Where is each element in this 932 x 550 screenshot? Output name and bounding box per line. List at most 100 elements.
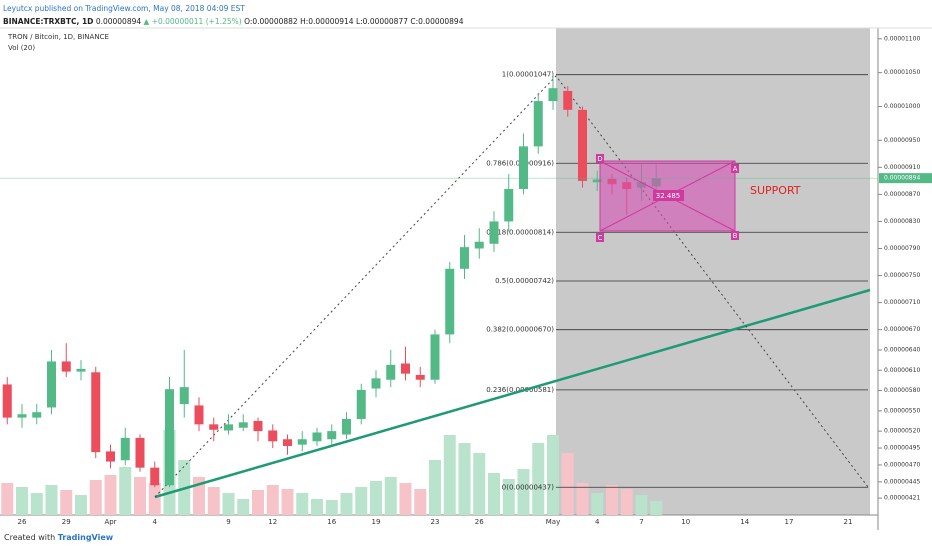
candle-body [356,389,366,419]
volume-label: Vol (20) [8,44,35,52]
y-tick-label: 0.00000750 [884,272,920,279]
x-tick-label: 26 [475,518,484,526]
volume-bar [119,467,132,515]
volume-bar [370,481,382,515]
candle-body [194,405,204,425]
candle-body [519,146,528,189]
candle-body [504,188,514,222]
y-tick-label: 0.00000950 [884,137,920,144]
corner-badge [596,154,604,163]
candle-body [401,363,410,374]
volume-bar [561,453,574,515]
symbol: BINANCE:TRXBTC, 1D [3,17,94,26]
brand[interactable]: TradingView [57,533,114,542]
candle-body [135,437,145,468]
candle-body [17,414,27,418]
corner-label: C [598,234,603,242]
candle-body [209,424,219,430]
volume-bar [591,493,604,515]
volume-bar [296,493,309,515]
candle-body [268,430,278,442]
volume-bar [60,490,73,515]
volume-bar [30,493,43,515]
candle-body [297,439,307,445]
y-tick-label: 0.00000421 [884,495,920,502]
y-tick-label: 0.00000910 [884,164,920,171]
volume-bar [517,469,530,515]
candle-body [76,368,86,372]
fib-label: 0(0.00000437) [502,483,554,491]
candle-body [415,374,425,380]
volume-bar [222,493,235,515]
change: ▲ +0.00000011 (+1.25%) [143,17,242,26]
y-tick-label: 0.00000445 [884,478,920,485]
candle-body [563,90,573,110]
candle-body [238,422,248,428]
candle-body [253,420,263,432]
x-tick-label: 12 [268,518,277,526]
candle-body [312,432,322,442]
volume-bar [473,453,486,515]
footer: Created with TradingView [4,533,113,542]
candle-body [224,424,233,431]
candle-body [120,437,130,461]
y-tick-label: 0.00000495 [884,445,920,452]
candle-body [386,364,396,380]
candle-body [91,372,101,453]
chart-title: TRON / Bitcoin, 1D, BINANCE [7,33,109,41]
volume-bar [237,499,250,515]
candle-body [283,439,292,447]
x-tick-label: 9 [226,518,230,526]
volume-bar [650,501,663,515]
volume-bar [281,489,294,515]
y-tick-label: 0.00000710 [884,299,920,306]
candle-body [533,101,543,147]
y-tick-label: 0.00001000 [884,103,920,110]
fib-label: 0.236(0.00000581) [486,386,554,394]
x-tick-label: 17 [785,518,794,526]
volume-bar [399,483,412,515]
box-annotation: D A C B 32.485 [596,154,739,242]
volume-bar [311,499,323,515]
x-tick-label: 10 [681,518,690,526]
candle-body [578,109,587,181]
volume-bar [193,477,205,515]
x-tick-label: 16 [327,518,336,526]
fib-label: 0.618(0.00000814) [486,228,554,236]
candle-body [165,389,174,486]
x-tick-label: May [546,518,560,526]
last-price-label: 0.00000894 [884,175,920,182]
volume-bar [134,477,146,515]
candle-body [371,378,381,389]
last-price-badge [879,173,932,184]
fib-label: 1(0.00001047) [502,71,554,79]
published[interactable]: Leyutcx published on TradingView.com, Ma… [3,4,245,13]
corner-label: B [733,232,738,240]
volume-bar [458,443,471,515]
header: Leyutcx published on TradingView.com, Ma… [3,2,463,28]
candle-body [445,268,455,335]
volume-bar [340,493,353,515]
trend-line [154,288,871,499]
candle-body [179,387,189,405]
y-tick-label: 0.00000670 [884,326,920,333]
corner-badge [731,231,739,240]
volume-bar [16,487,28,515]
corner-label: A [733,165,738,173]
candle-body [342,418,351,435]
volume-bar [384,477,397,515]
volume-bar [443,435,456,515]
fib-label: 0.5(0.00000742) [495,277,554,285]
volume-bar [266,485,279,515]
x-tick-label: 21 [844,518,853,526]
candle-body [489,221,499,244]
x-tick-label: 29 [62,518,71,526]
x-tick-label: 4 [595,518,600,526]
center-label: 32.485 [656,192,681,200]
volume-bar [252,490,264,515]
volume-bar [148,483,161,515]
y-tick-label: 0.00000610 [884,367,920,374]
published-line: Leyutcx published on TradingView.com, Ma… [3,2,463,15]
